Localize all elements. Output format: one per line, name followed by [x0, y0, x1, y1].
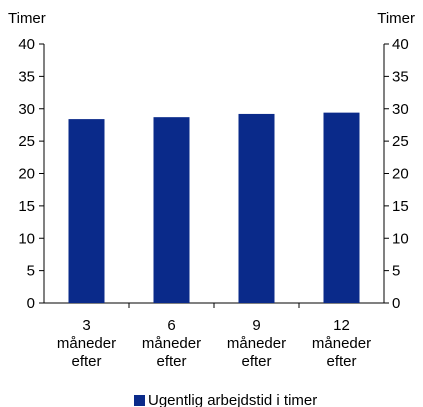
x-category-label-line: efter: [326, 353, 356, 370]
x-category-label-line: 3: [82, 317, 90, 334]
right-y-tick-label: 35: [392, 68, 409, 85]
x-category-label-line: måneder: [142, 335, 201, 352]
x-category-label-line: 6: [167, 317, 175, 334]
x-category-label-line: efter: [241, 353, 271, 370]
right-y-tick-label: 15: [392, 198, 409, 215]
x-axis-category-labels: 3månederefter6månederefter9månederefter1…: [57, 317, 371, 370]
left-axis-unit-label: Timer: [8, 10, 46, 27]
bar: [323, 112, 360, 303]
left-y-tick-label: 35: [18, 68, 35, 85]
bar: [68, 119, 105, 303]
bars-layer: [68, 112, 360, 304]
left-y-axis-ticks: 0 5 10 15 20 25 30 35 40: [18, 36, 44, 312]
left-y-tick-label: 15: [18, 198, 35, 215]
right-y-tick-label: 5: [392, 263, 400, 280]
right-y-tick-label: 25: [392, 133, 409, 150]
right-y-tick-label: 40: [392, 36, 409, 53]
left-y-tick-label: 25: [18, 133, 35, 150]
legend-swatch: [134, 395, 145, 406]
right-y-axis-ticks: 0 5 10 15 20 25 30 35 40: [384, 36, 409, 312]
x-category-label-line: efter: [156, 353, 186, 370]
legend-label: Ugentlig arbejdstid i timer: [148, 392, 317, 407]
bar: [238, 113, 275, 304]
right-y-tick-label: 10: [392, 230, 409, 247]
left-y-tick-label: 30: [18, 101, 35, 118]
x-category-label-line: måneder: [57, 335, 116, 352]
x-category-label-line: efter: [71, 353, 101, 370]
right-y-tick-label: 30: [392, 101, 409, 118]
right-y-tick-label: 0: [392, 295, 400, 312]
left-y-tick-label: 0: [27, 295, 35, 312]
right-axis-unit-label: Timer: [377, 10, 415, 27]
x-category-label-line: måneder: [312, 335, 371, 352]
x-category-label-line: 9: [252, 317, 260, 334]
right-y-tick-label: 20: [392, 166, 409, 183]
x-axis-ticks: [128, 303, 300, 308]
left-y-tick-label: 40: [18, 36, 35, 53]
left-y-tick-label: 20: [18, 166, 35, 183]
x-category-label-line: 12: [333, 317, 350, 334]
left-y-tick-label: 10: [18, 230, 35, 247]
bar: [153, 117, 190, 303]
x-category-label-line: måneder: [227, 335, 286, 352]
left-y-tick-label: 5: [27, 263, 35, 280]
